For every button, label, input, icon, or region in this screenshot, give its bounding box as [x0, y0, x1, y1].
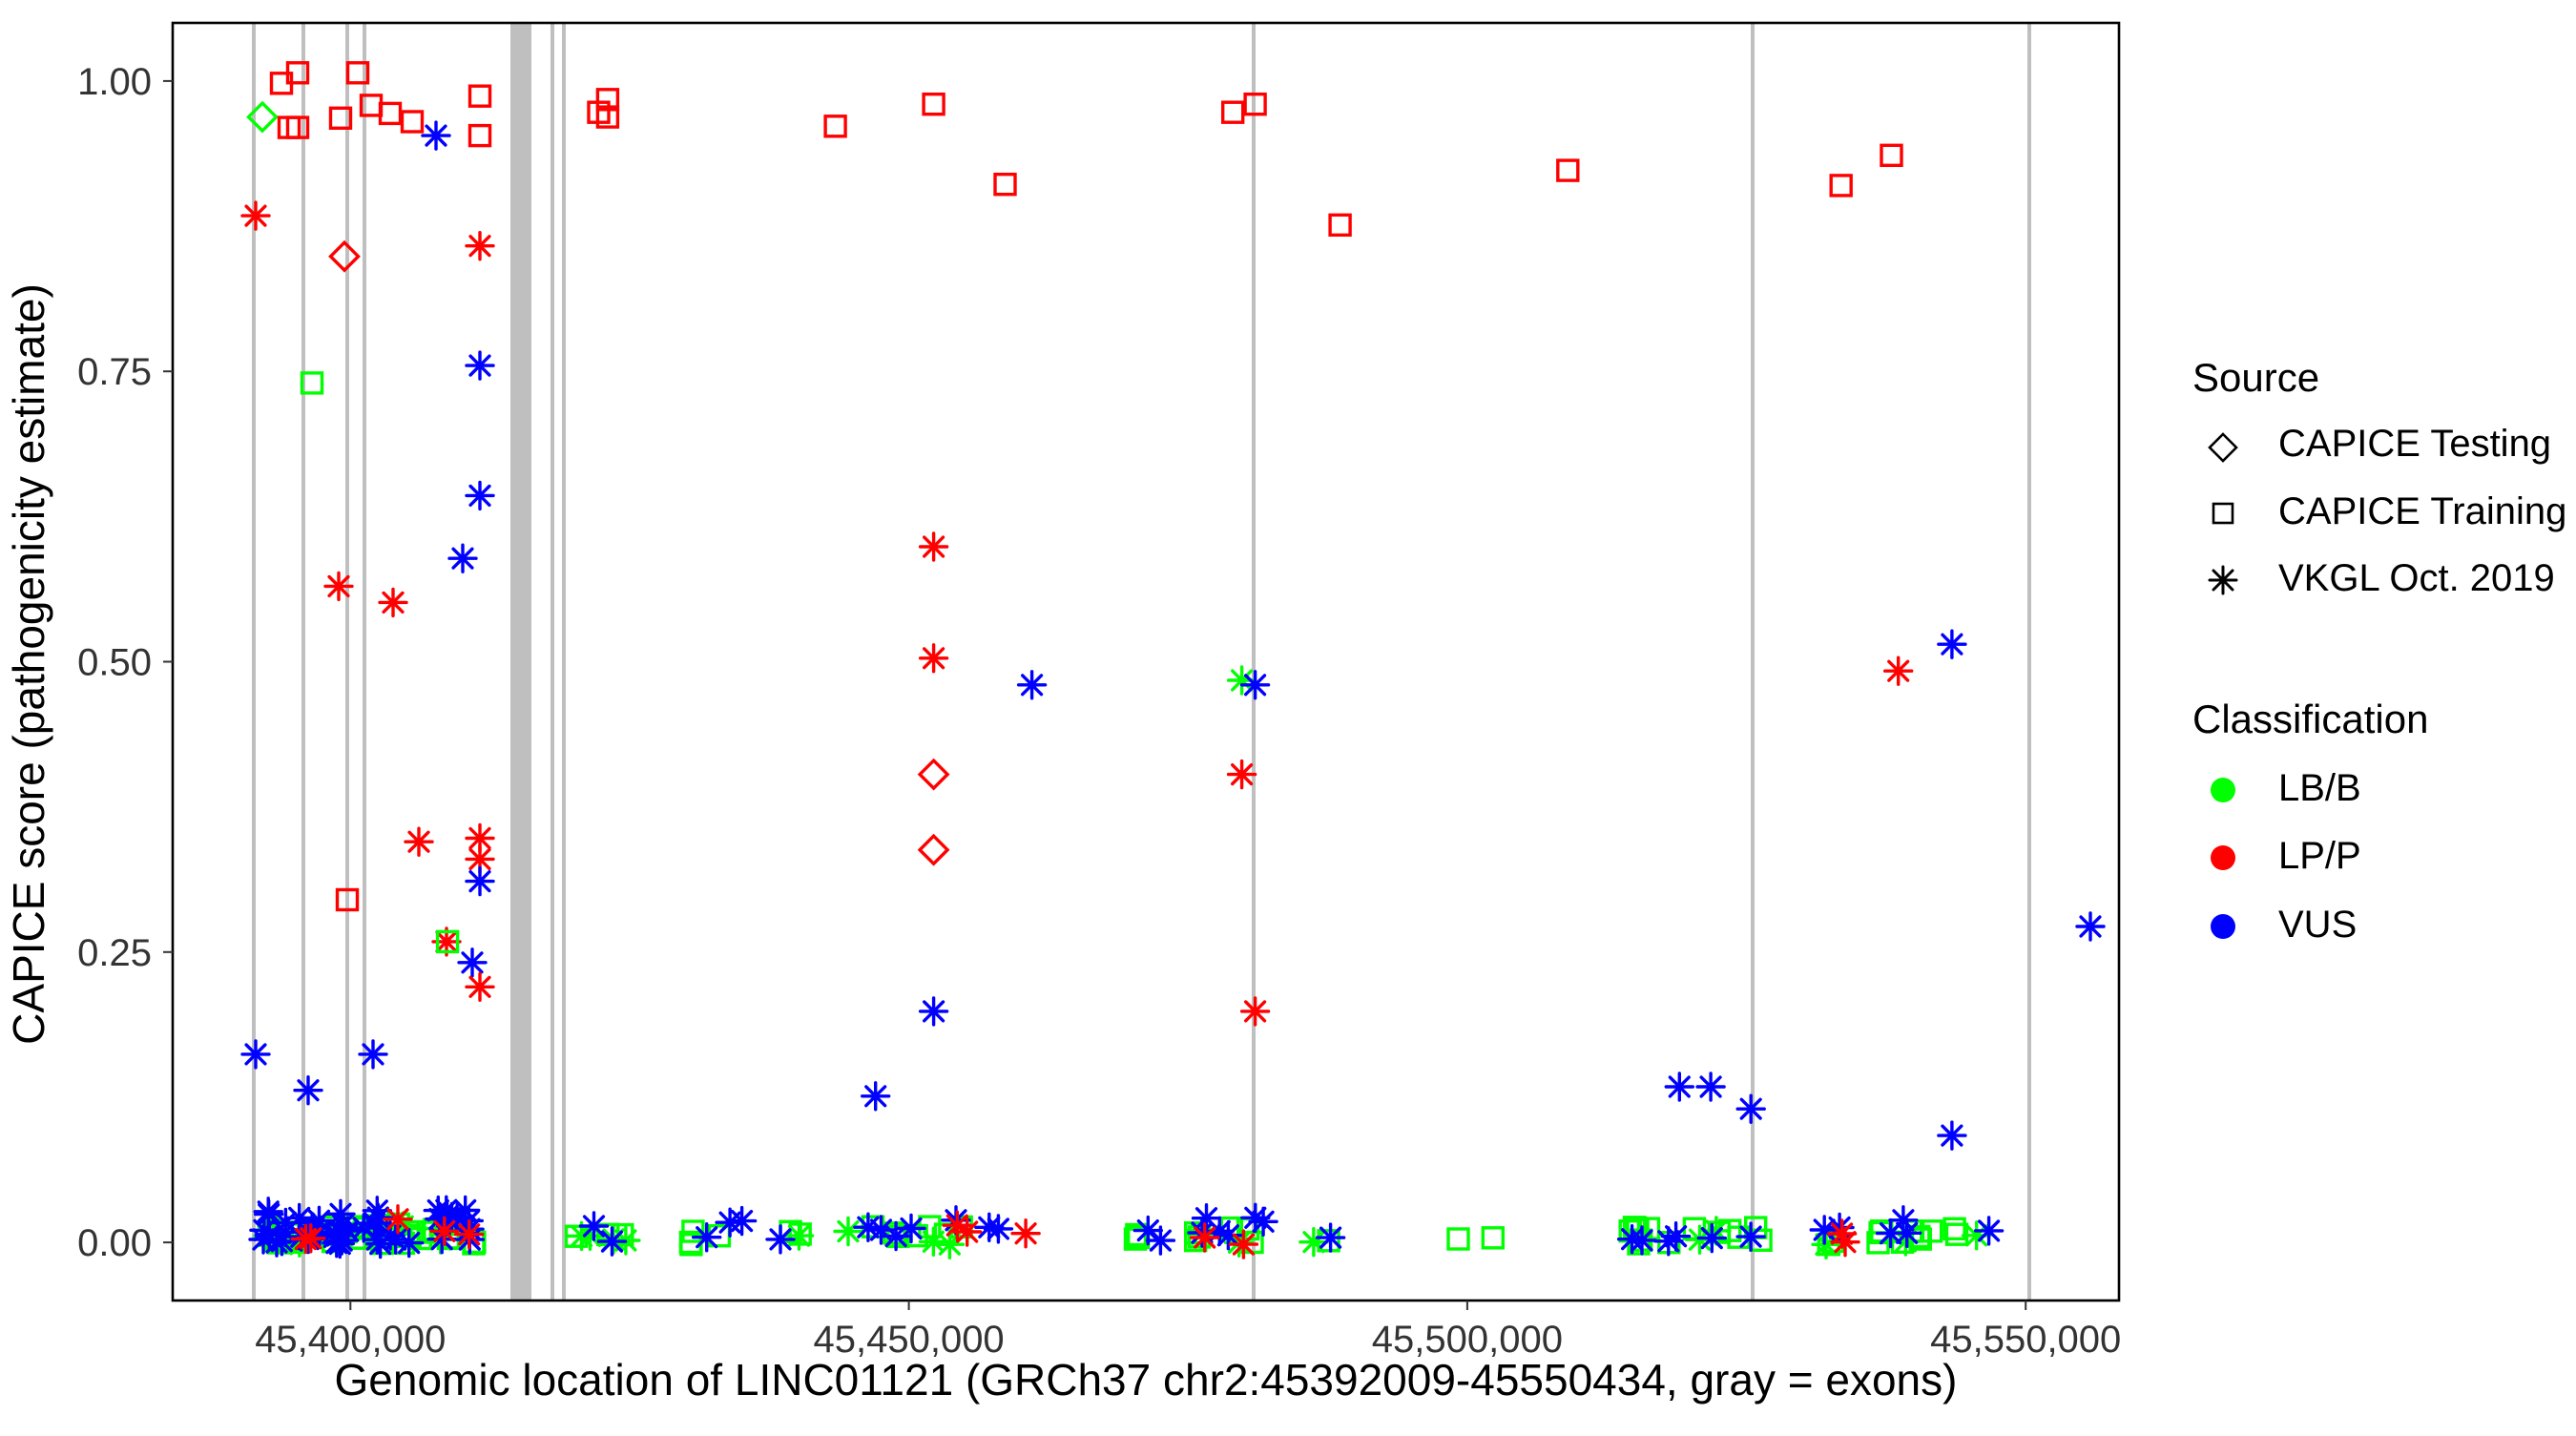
- svg-text:LB/B: LB/B: [2278, 767, 2361, 809]
- svg-text:VKGL Oct. 2019: VKGL Oct. 2019: [2278, 557, 2555, 599]
- svg-text:CAPICE Training: CAPICE Training: [2278, 490, 2566, 532]
- svg-text:0.25: 0.25: [77, 932, 152, 974]
- svg-text:CAPICE Testing: CAPICE Testing: [2278, 423, 2551, 465]
- svg-text:Genomic location of LINC01121: Genomic location of LINC01121 (GRCh37 ch…: [335, 1355, 1958, 1405]
- svg-text:VUS: VUS: [2278, 904, 2357, 946]
- svg-text:Source: Source: [2192, 355, 2319, 400]
- svg-text:CAPICE score (pathogenicity es: CAPICE score (pathogenicity estimate): [4, 283, 53, 1045]
- svg-text:LP/P: LP/P: [2278, 835, 2361, 877]
- svg-text:Classification: Classification: [2192, 697, 2428, 741]
- svg-text:0.75: 0.75: [77, 351, 152, 393]
- svg-text:0.50: 0.50: [77, 642, 152, 684]
- svg-text:45,550,000: 45,550,000: [1930, 1319, 2121, 1361]
- svg-text:1.00: 1.00: [77, 61, 152, 103]
- svg-text:0.00: 0.00: [77, 1222, 152, 1264]
